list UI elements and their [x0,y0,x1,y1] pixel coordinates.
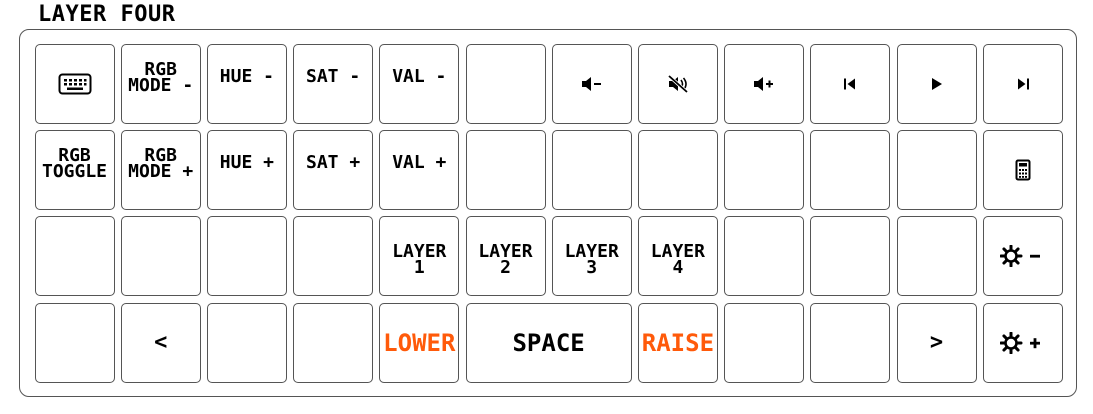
key-blank[interactable] [896,130,977,211]
key-play[interactable] [896,44,977,124]
key-rgb-toggle[interactable]: RGB TOGGLE [34,130,115,211]
key-label: < [154,330,168,356]
key-label: VAL + [392,152,447,174]
key-blank[interactable] [810,216,891,297]
key-lower[interactable]: LOWER [379,302,460,383]
key-label: SPACE [512,328,585,357]
key-next-track[interactable] [982,44,1063,124]
key-label: RGB TOGGLE [41,145,108,183]
key-label: SAT + [306,152,361,174]
key-brightness-up[interactable] [982,302,1063,383]
key-sat-minus[interactable]: SAT - [293,44,374,124]
key-label: RAISE [641,328,715,357]
key-label: HUE - [219,66,274,87]
layer-title: LAYER FOUR [38,2,176,27]
play-icon [930,77,944,91]
key-label: SAT - [306,66,361,87]
brightness-down-icon [999,245,1046,268]
key-blank[interactable] [206,302,287,383]
key-blank[interactable] [34,302,115,383]
key-rgb-mode-plus[interactable]: RGB MODE + [120,130,201,211]
key-rgb-mode-minus[interactable]: RGB MODE - [120,44,201,124]
key-hue-minus[interactable]: HUE - [206,44,287,124]
key-label: RGB MODE - [128,59,194,96]
key-val-minus[interactable]: VAL - [379,44,460,124]
key-blank[interactable] [465,44,546,124]
keyboard-icon [58,73,92,95]
key-blank[interactable] [34,216,115,297]
key-raise[interactable]: RAISE [637,302,718,383]
key-previous-track[interactable] [810,44,891,124]
calculator-icon [1015,159,1031,181]
key-calculator[interactable] [982,130,1063,211]
key-blank[interactable] [810,130,891,211]
key-blank[interactable] [293,216,374,297]
key-label: LAYER 3 [564,241,619,279]
key-hue-plus[interactable]: HUE + [206,130,287,211]
key-volume-down[interactable] [551,44,632,124]
key-layer-1[interactable]: LAYER 1 [379,216,460,297]
key-label: HUE + [219,152,274,174]
key-less-than[interactable]: < [120,302,201,383]
volume-up-icon [753,76,775,92]
key-blank[interactable] [465,130,546,211]
key-layer-2[interactable]: LAYER 2 [465,216,546,297]
key-label: VAL - [392,66,447,87]
key-blank[interactable] [724,216,805,297]
key-label: > [929,330,944,356]
key-layer-4[interactable]: LAYER 4 [637,216,718,297]
key-label: LAYER 2 [478,241,533,279]
key-blank[interactable] [120,216,201,297]
key-label: RGB MODE + [128,145,194,183]
key-mute[interactable] [637,44,718,124]
key-greater-than[interactable]: > [896,302,977,383]
key-blank[interactable] [810,302,891,383]
key-keyboard[interactable] [34,44,115,124]
key-space[interactable]: SPACE [465,302,632,383]
key-val-plus[interactable]: VAL + [379,130,460,211]
key-blank[interactable] [206,216,287,297]
key-blank[interactable] [551,130,632,211]
key-sat-plus[interactable]: SAT + [293,130,374,211]
brightness-up-icon [999,331,1046,354]
next-track-icon [1016,77,1030,91]
mute-icon [667,75,689,93]
key-label: LAYER 1 [392,241,447,279]
volume-down-icon [581,76,603,92]
keyboard-frame [19,29,1077,397]
key-blank[interactable] [724,302,805,383]
key-label: LAYER 4 [650,241,705,279]
key-blank[interactable] [293,302,374,383]
key-blank[interactable] [896,216,977,297]
key-layer-3[interactable]: LAYER 3 [551,216,632,297]
key-label: LOWER [383,328,456,357]
previous-track-icon [843,77,857,91]
key-volume-up[interactable] [724,44,805,124]
key-blank[interactable] [724,130,805,211]
key-brightness-down[interactable] [982,216,1063,297]
key-blank[interactable] [637,130,718,211]
